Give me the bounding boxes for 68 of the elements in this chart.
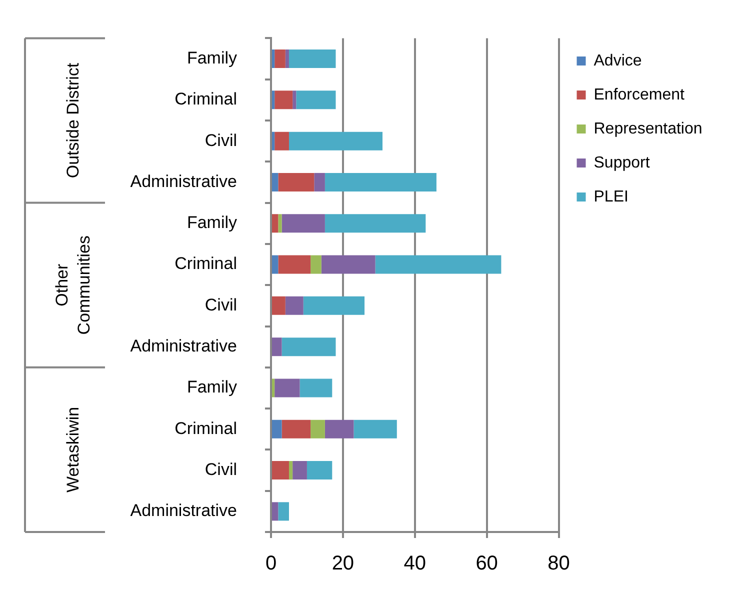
bar: [274, 378, 300, 398]
y-tick-label: Administrative: [130, 336, 237, 356]
bar: [300, 378, 332, 398]
bar: [272, 461, 289, 480]
bar: [310, 420, 325, 438]
legend-label: Representation: [594, 120, 702, 138]
y-tick-label: Family: [186, 213, 238, 232]
y-tick-label: Civil: [204, 295, 237, 314]
legend-label: PLEI: [594, 188, 628, 206]
x-tick-label: 80: [548, 552, 570, 575]
bar: [288, 50, 336, 68]
bar: [354, 420, 397, 438]
bar: [324, 420, 354, 438]
y-tick-label: Administrative: [130, 501, 237, 520]
bar: [272, 378, 275, 398]
y-tick-label: Administrative: [130, 172, 237, 191]
text: Wetaskiwin: [64, 406, 83, 493]
bar: [278, 172, 314, 192]
bar: [292, 461, 307, 480]
y-tick-label: Civil: [204, 460, 237, 479]
bar: [278, 502, 289, 521]
bar: [274, 132, 289, 150]
bar: [282, 420, 311, 438]
text: Outside District: [64, 62, 83, 178]
x-tick-label: 20: [332, 552, 354, 575]
bar: [272, 50, 275, 68]
bar: [272, 338, 282, 356]
y-tick-label: Criminal: [174, 90, 237, 109]
bar: [278, 255, 311, 274]
bar: [272, 132, 275, 150]
x-tick-label: 0: [265, 552, 277, 575]
legend-label: Support: [594, 154, 650, 172]
bar: [272, 296, 286, 315]
bar: [321, 255, 376, 274]
y-tick-label: Family: [186, 378, 238, 397]
bar: [324, 172, 436, 192]
y-tick-label: Family: [186, 48, 238, 68]
bar: [278, 214, 282, 233]
x-tick-label: 60: [476, 552, 498, 575]
bar: [288, 132, 383, 150]
bar: [272, 255, 278, 274]
y-tick-label: Criminal: [174, 418, 237, 438]
y-tick-label: Criminal: [174, 254, 237, 274]
bar: [272, 90, 275, 110]
bar: [274, 90, 293, 110]
legend-label: Enforcement: [594, 86, 686, 104]
text: Other Communities: [52, 236, 94, 335]
x-tick-label: 40: [404, 552, 426, 575]
bar: [282, 338, 336, 356]
bar: [292, 90, 296, 110]
bar: [285, 296, 304, 315]
bar: [296, 90, 336, 110]
bar: [314, 172, 325, 192]
bar: [310, 255, 322, 274]
bar: [282, 214, 325, 233]
bar: [274, 50, 286, 68]
bar: [303, 296, 365, 315]
y-tick-label: Civil: [204, 130, 237, 150]
bar: [306, 461, 332, 480]
bar: [375, 255, 502, 274]
legend-label: Advice: [594, 52, 642, 70]
bar: [272, 502, 278, 521]
bar: [272, 172, 278, 192]
bar: [324, 214, 426, 233]
bar: [272, 420, 282, 438]
bar: [285, 50, 289, 68]
bar: [272, 214, 278, 233]
bar: [288, 461, 293, 480]
